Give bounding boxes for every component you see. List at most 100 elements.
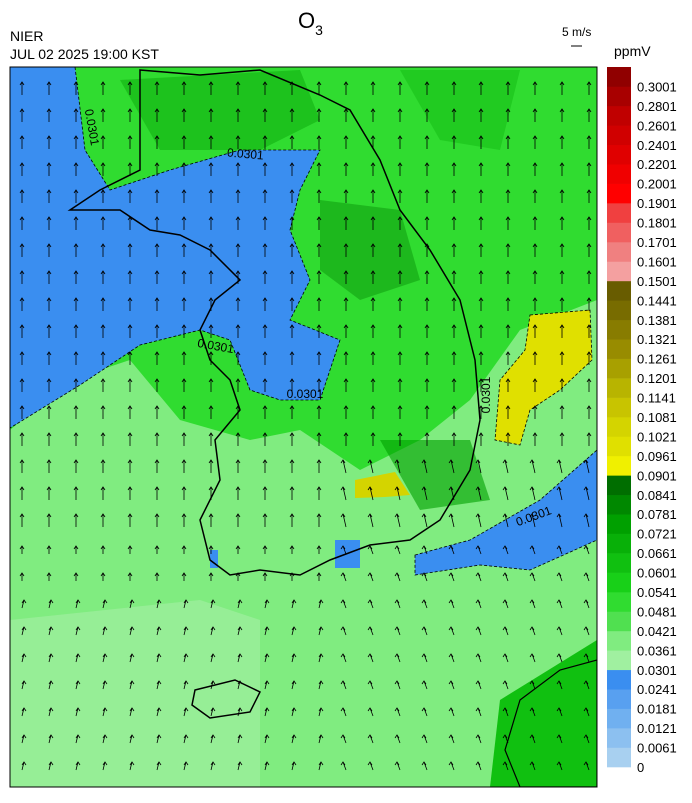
legend-label: 0.0061 (637, 741, 677, 756)
wind-arrow (181, 216, 187, 230)
wind-arrow (502, 572, 509, 582)
wind-arrow (556, 459, 563, 474)
wind-arrow (451, 432, 457, 446)
wind-arrow (556, 599, 563, 609)
wind-arrow (208, 108, 214, 122)
wind-arrow (46, 378, 52, 392)
wind-arrow (235, 108, 241, 122)
wind-arrow (316, 572, 322, 581)
wind-arrow (181, 459, 187, 473)
wind-arrow (19, 135, 25, 149)
wind-arrow (127, 189, 133, 203)
wind-arrow (183, 653, 189, 663)
wind-arrow (73, 324, 79, 338)
wind-arrow (181, 486, 187, 500)
wind-arrow (421, 545, 428, 555)
wind-arrow (129, 707, 135, 717)
wind-arrow (475, 545, 482, 555)
wind-arrow (583, 599, 590, 609)
wind-arrow (19, 270, 25, 284)
legend-label: 0.1801 (637, 216, 677, 231)
wind-arrow (100, 459, 106, 473)
wind-arrow (343, 432, 349, 446)
wind-arrow (289, 243, 295, 257)
legend-label: 0.0721 (637, 527, 677, 542)
wind-arrow (75, 599, 81, 609)
contour-label: 0.0301 (287, 387, 324, 401)
wind-arrow (478, 243, 484, 257)
wind-arrow (208, 189, 214, 203)
wind-arrow (46, 513, 52, 527)
wind-arrow (397, 324, 403, 338)
wind-arrow (235, 545, 241, 554)
wind-arrow (127, 405, 133, 419)
legend-label: 0.2601 (637, 118, 677, 133)
wind-arrow (397, 108, 403, 122)
wind-arrow (102, 599, 108, 609)
wind-arrow (19, 572, 25, 581)
wind-arrow (532, 216, 538, 230)
legend-swatch (607, 514, 631, 534)
legend-swatch (607, 183, 631, 204)
wind-arrow (100, 513, 106, 527)
wind-arrow (583, 734, 590, 744)
wind-arrow (208, 135, 214, 149)
wind-arrow (154, 545, 160, 554)
wind-arrow (475, 707, 482, 717)
wind-arrow (340, 761, 347, 771)
legend-label: 0.0661 (637, 546, 677, 561)
wind-arrow (532, 81, 538, 95)
wind-arrow (448, 513, 455, 528)
wind-arrow (478, 135, 484, 149)
wind-arrow (424, 405, 430, 419)
wind-arrow (340, 545, 347, 555)
legend-swatch (607, 378, 631, 398)
wind-arrow (586, 378, 592, 392)
wind-arrow (556, 513, 563, 528)
light-patch (10, 600, 260, 787)
wind-arrow (19, 459, 25, 473)
wind-arrow (397, 162, 403, 176)
legend-label: 0.1901 (637, 196, 677, 211)
wind-arrow (316, 432, 322, 446)
wind-arrow (421, 734, 428, 744)
wind-arrow (289, 81, 295, 95)
legend-swatch (607, 689, 631, 709)
wind-arrow (129, 734, 135, 744)
wind-arrow (556, 653, 563, 663)
wind-arrow (46, 162, 52, 176)
wind-arrow (448, 572, 455, 582)
wind-arrow (46, 351, 52, 365)
wind-arrow (21, 599, 27, 609)
wind-arrow (394, 653, 401, 663)
wind-arrow (586, 243, 592, 257)
wind-arrow (316, 378, 322, 392)
wind-arrow (127, 378, 133, 392)
title-subscript: 3 (315, 22, 323, 38)
wind-arrow (156, 734, 162, 744)
wind-arrow (424, 378, 430, 392)
wind-arrow (586, 405, 592, 419)
wind-arrow (505, 351, 511, 365)
wind-arrow (343, 324, 349, 338)
wind-arrow (181, 81, 187, 95)
wind-arrow (367, 734, 374, 744)
wind-arrow (264, 599, 270, 609)
wind-arrow (181, 432, 187, 446)
wind-arrow (556, 572, 563, 582)
wind-arrow (586, 108, 592, 122)
wind-arrow (235, 297, 241, 311)
wind-arrow (475, 761, 482, 771)
wind-arrow (48, 707, 54, 717)
map-frame (9, 66, 598, 788)
wind-arrow (289, 216, 295, 230)
wind-arrow (316, 216, 322, 230)
wind-arrow (183, 599, 189, 609)
wind-arrow (340, 734, 347, 744)
wind-arrow (421, 513, 428, 528)
wind-arrow (556, 680, 563, 690)
wind-arrow (421, 707, 428, 717)
legend-label: 0.2401 (637, 138, 677, 153)
wind-arrow (289, 513, 295, 527)
